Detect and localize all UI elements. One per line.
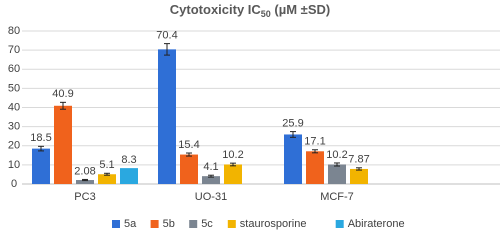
bar: [328, 164, 346, 184]
legend-label: 5b: [163, 218, 175, 230]
error-bar: [356, 167, 362, 171]
error-bar: [334, 162, 340, 167]
y-tick-label: 50: [8, 82, 20, 94]
value-label: 17.1: [304, 136, 325, 148]
bar: [120, 168, 138, 184]
chart: Cytotoxicity IC50 (µM ±SD) 0102030405060…: [8, 2, 500, 230]
y-tick-label: 70: [8, 44, 20, 56]
bar: [202, 176, 220, 184]
legend-label: 5a: [124, 218, 137, 230]
title-main: Cytotoxicity IC: [170, 2, 262, 17]
value-label: 40.9: [52, 88, 73, 100]
value-label: 2.08: [74, 165, 95, 177]
error-bar: [82, 178, 88, 182]
error-bar: [38, 145, 44, 152]
y-tick-label: 80: [8, 25, 20, 37]
legend-swatch: [112, 220, 120, 228]
legend-label: 5c: [201, 218, 213, 230]
error-bar: [164, 43, 170, 56]
error-bar: [312, 149, 318, 154]
value-label: 25.9: [282, 118, 303, 130]
legend-swatch: [227, 220, 236, 228]
legend-label: staurosporine: [240, 218, 307, 230]
error-bar: [104, 172, 110, 176]
error-bar: [208, 174, 214, 178]
bar: [284, 134, 302, 184]
value-label: 4.1: [203, 161, 218, 173]
bar: [98, 174, 116, 184]
y-tick-label: 20: [8, 140, 20, 152]
x-tick-label: MCF-7: [320, 191, 354, 203]
x-tick-label: UO-31: [195, 191, 227, 203]
value-label: 8.3: [121, 154, 136, 166]
bar: [54, 105, 72, 184]
bar: [180, 154, 198, 184]
legend-swatch: [335, 220, 344, 228]
error-bar: [60, 101, 66, 110]
y-tick-label: 30: [8, 121, 20, 133]
title-end: (µM ±SD): [271, 2, 330, 17]
y-tick-label: 60: [8, 63, 20, 75]
value-label: 70.4: [156, 30, 177, 42]
error-bar: [290, 131, 296, 138]
error-bar: [186, 152, 192, 157]
y-tick-label: 10: [8, 159, 20, 171]
legend-swatch: [150, 220, 159, 228]
bar: [306, 151, 324, 184]
value-label: 10.2: [326, 149, 347, 161]
chart-title: Cytotoxicity IC50 (µM ±SD): [170, 2, 330, 19]
title-subscript: 50: [261, 9, 271, 19]
bar: [32, 148, 50, 184]
bar: [158, 49, 176, 184]
legend-swatch: [189, 220, 198, 228]
value-label: 5.1: [99, 159, 114, 171]
error-bar: [230, 162, 236, 167]
bar: [224, 164, 242, 184]
legend-label: Abiraterone: [348, 218, 405, 230]
value-label: 10.2: [222, 149, 243, 161]
value-label: 7.87: [348, 154, 369, 166]
value-label: 18.5: [30, 132, 51, 144]
y-tick-label: 0: [11, 178, 17, 190]
bar: [76, 180, 94, 184]
page: Cytotoxicity IC50 (µM ±SD) 0 10 20 30 40 50 60…: [7, 2, 500, 230]
bar: [350, 168, 368, 184]
x-tick-label: PC3: [74, 191, 95, 203]
value-label: 15.4: [178, 139, 199, 151]
y-tick-label: 40: [8, 101, 20, 113]
